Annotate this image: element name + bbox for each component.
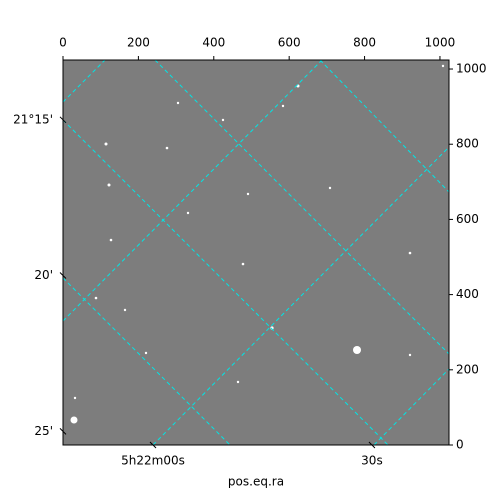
star [328, 186, 332, 190]
wcs-grid [62, 59, 450, 446]
x-axis-label: pos.eq.ra [228, 475, 284, 489]
grid-line [319, 59, 450, 193]
ra-tick [368, 441, 376, 449]
star [241, 262, 245, 266]
y-tick-label: 600 [456, 212, 479, 226]
dec-tick-label: 25' [34, 424, 53, 438]
star [221, 118, 225, 122]
star [144, 351, 148, 355]
star [70, 416, 78, 424]
star [165, 146, 169, 150]
dec-tick [59, 428, 67, 435]
x-tick-label: 400 [202, 36, 225, 50]
star [353, 346, 361, 354]
ra-tick-label: 30s [361, 454, 383, 468]
dec-tick-label: 20' [34, 268, 53, 282]
stars [70, 64, 445, 424]
star [236, 380, 240, 384]
star [123, 308, 127, 312]
x-tick-label: 200 [127, 36, 150, 50]
star [281, 104, 285, 108]
star [441, 64, 445, 68]
star [246, 192, 250, 196]
y-tick-label: 1000 [456, 62, 487, 76]
y-tick-label: 400 [456, 287, 479, 301]
star [186, 211, 190, 215]
dec-tick-label: 21°15' [13, 112, 53, 126]
star [107, 183, 111, 187]
x-tick-label: 800 [353, 36, 376, 50]
star [94, 296, 98, 300]
dec-tick [59, 116, 67, 124]
grid-line [62, 59, 323, 322]
x-tick-label: 1000 [425, 36, 456, 50]
star [109, 238, 113, 242]
y-tick-label: 200 [456, 362, 479, 376]
star [176, 101, 180, 105]
star [104, 142, 108, 146]
grid-line [154, 59, 450, 355]
grid-line [373, 368, 450, 446]
x-tick-label: 600 [278, 36, 301, 50]
grid-line [62, 59, 106, 103]
ra-tick [149, 441, 157, 449]
y-tick-label: 0 [456, 438, 464, 452]
star [408, 251, 412, 255]
frame [62, 59, 450, 446]
image [63, 60, 449, 445]
star [73, 396, 77, 400]
grid-line [62, 277, 231, 446]
dec-tick [59, 272, 67, 279]
ra-tick-label: 5h22m00s [121, 454, 185, 468]
x-tick-label: 0 [59, 36, 67, 50]
grid-line [152, 146, 450, 446]
y-tick-label: 800 [456, 137, 479, 151]
star [408, 353, 412, 357]
